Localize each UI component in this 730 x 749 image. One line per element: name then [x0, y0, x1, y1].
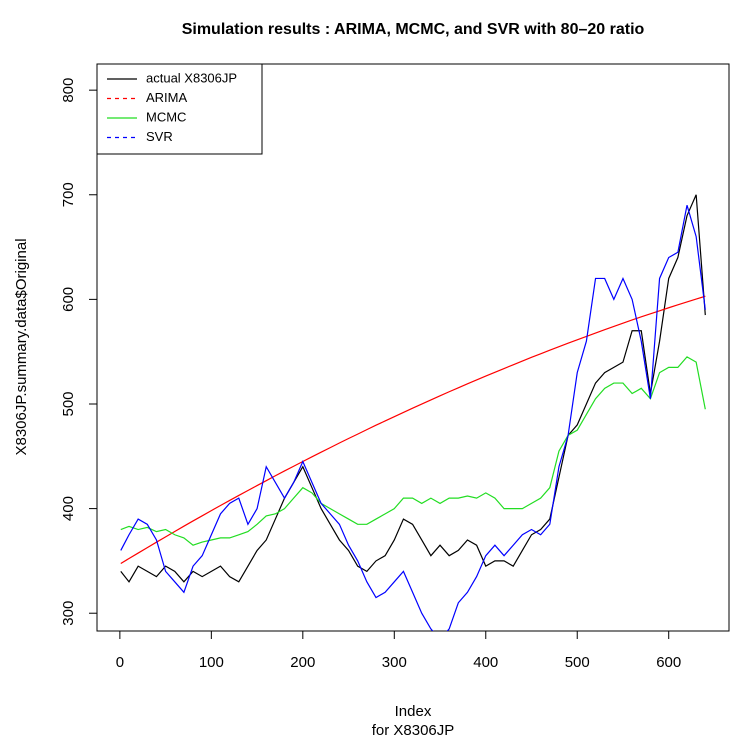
series-line: [121, 357, 706, 545]
x-tick-label: 500: [565, 654, 590, 671]
y-tick-label: 400: [60, 496, 77, 521]
y-tick-label: 700: [60, 182, 77, 207]
x-axis-label: Index: [395, 703, 432, 720]
series-line: [121, 296, 706, 563]
y-axis-label: X8306JP.summary.data$Original: [13, 238, 30, 455]
legend-label: ARIMA: [146, 90, 188, 105]
chart-title: Simulation results : ARIMA, MCMC, and SV…: [182, 21, 645, 38]
legend-label: MCMC: [146, 109, 186, 124]
y-tick-label: 500: [60, 391, 77, 416]
subtitle: for X8306JP: [372, 722, 455, 739]
y-tick-label: 300: [60, 601, 77, 626]
legend-label: actual X8306JP: [146, 70, 237, 85]
x-tick-label: 600: [656, 654, 681, 671]
x-tick-label: 300: [382, 654, 407, 671]
y-tick-label: 800: [60, 78, 77, 103]
x-tick-label: 100: [199, 654, 224, 671]
x-tick-label: 200: [290, 654, 315, 671]
series-line: [121, 205, 706, 639]
series-line: [121, 195, 706, 582]
plot-area: [121, 195, 706, 640]
y-tick-label: 600: [60, 287, 77, 312]
x-tick-label: 0: [116, 654, 124, 671]
x-tick-label: 400: [473, 654, 498, 671]
legend-label: SVR: [146, 129, 173, 144]
chart: Simulation results : ARIMA, MCMC, and SV…: [0, 0, 730, 744]
